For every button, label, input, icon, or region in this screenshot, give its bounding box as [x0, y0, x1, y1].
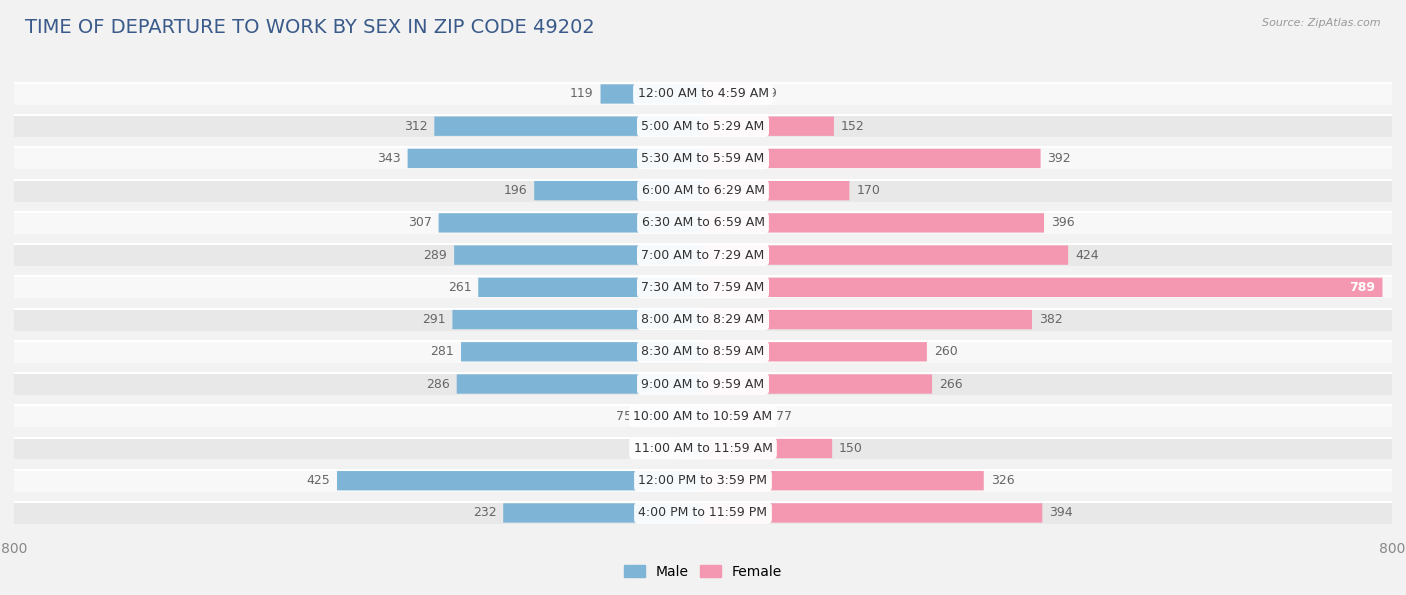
FancyBboxPatch shape	[461, 342, 703, 361]
Text: 8:30 AM to 8:59 AM: 8:30 AM to 8:59 AM	[641, 345, 765, 358]
FancyBboxPatch shape	[703, 213, 1045, 233]
Text: 170: 170	[856, 184, 880, 197]
FancyBboxPatch shape	[703, 84, 754, 104]
Text: 196: 196	[503, 184, 527, 197]
Text: 6:00 AM to 6:29 AM: 6:00 AM to 6:29 AM	[641, 184, 765, 197]
Text: 4:00 PM to 11:59 PM: 4:00 PM to 11:59 PM	[638, 506, 768, 519]
Text: 396: 396	[1050, 217, 1074, 230]
Text: 394: 394	[1049, 506, 1073, 519]
Bar	[14, 309, 1392, 330]
Text: 307: 307	[408, 217, 432, 230]
FancyBboxPatch shape	[534, 181, 703, 201]
FancyBboxPatch shape	[703, 310, 1032, 329]
FancyBboxPatch shape	[678, 439, 703, 458]
Text: 260: 260	[934, 345, 957, 358]
FancyBboxPatch shape	[703, 406, 769, 426]
Legend: Male, Female: Male, Female	[619, 559, 787, 584]
Text: 12:00 AM to 4:59 AM: 12:00 AM to 4:59 AM	[637, 87, 769, 101]
Text: 286: 286	[426, 377, 450, 390]
Text: 8:00 AM to 8:29 AM: 8:00 AM to 8:29 AM	[641, 313, 765, 326]
Text: 7:00 AM to 7:29 AM: 7:00 AM to 7:29 AM	[641, 249, 765, 262]
FancyBboxPatch shape	[638, 406, 703, 426]
FancyBboxPatch shape	[703, 471, 984, 490]
FancyBboxPatch shape	[434, 117, 703, 136]
Text: Source: ZipAtlas.com: Source: ZipAtlas.com	[1263, 18, 1381, 28]
FancyBboxPatch shape	[703, 342, 927, 361]
Bar	[14, 437, 1392, 459]
Text: 7:30 AM to 7:59 AM: 7:30 AM to 7:59 AM	[641, 281, 765, 294]
Bar	[14, 83, 1392, 105]
Text: 9:00 AM to 9:59 AM: 9:00 AM to 9:59 AM	[641, 377, 765, 390]
Text: 425: 425	[307, 474, 330, 487]
Text: 261: 261	[447, 281, 471, 294]
Bar	[14, 148, 1392, 170]
FancyBboxPatch shape	[408, 149, 703, 168]
Text: 119: 119	[569, 87, 593, 101]
Text: 5:00 AM to 5:29 AM: 5:00 AM to 5:29 AM	[641, 120, 765, 133]
Text: 312: 312	[404, 120, 427, 133]
FancyBboxPatch shape	[703, 117, 834, 136]
FancyBboxPatch shape	[337, 471, 703, 490]
FancyBboxPatch shape	[453, 310, 703, 329]
Text: 326: 326	[991, 474, 1014, 487]
FancyBboxPatch shape	[600, 84, 703, 104]
FancyBboxPatch shape	[503, 503, 703, 522]
FancyBboxPatch shape	[703, 149, 1040, 168]
Text: 382: 382	[1039, 313, 1063, 326]
Bar	[14, 244, 1392, 266]
Text: 232: 232	[472, 506, 496, 519]
FancyBboxPatch shape	[478, 278, 703, 297]
Text: 291: 291	[422, 313, 446, 326]
Bar	[14, 212, 1392, 234]
Text: 77: 77	[776, 410, 792, 423]
FancyBboxPatch shape	[703, 278, 1382, 297]
Text: 424: 424	[1076, 249, 1098, 262]
FancyBboxPatch shape	[703, 439, 832, 458]
Text: 12:00 PM to 3:59 PM: 12:00 PM to 3:59 PM	[638, 474, 768, 487]
Bar	[14, 405, 1392, 427]
Bar	[14, 115, 1392, 137]
Text: 266: 266	[939, 377, 963, 390]
FancyBboxPatch shape	[703, 181, 849, 201]
FancyBboxPatch shape	[703, 374, 932, 394]
Text: 289: 289	[423, 249, 447, 262]
Bar	[14, 373, 1392, 395]
FancyBboxPatch shape	[703, 503, 1042, 522]
FancyBboxPatch shape	[439, 213, 703, 233]
Text: 789: 789	[1350, 281, 1375, 294]
Text: TIME OF DEPARTURE TO WORK BY SEX IN ZIP CODE 49202: TIME OF DEPARTURE TO WORK BY SEX IN ZIP …	[25, 18, 595, 37]
Text: 29: 29	[655, 442, 671, 455]
Text: 281: 281	[430, 345, 454, 358]
FancyBboxPatch shape	[454, 245, 703, 265]
Text: 10:00 AM to 10:59 AM: 10:00 AM to 10:59 AM	[634, 410, 772, 423]
Text: 75: 75	[616, 410, 631, 423]
Bar	[14, 276, 1392, 298]
FancyBboxPatch shape	[703, 245, 1069, 265]
Text: 6:30 AM to 6:59 AM: 6:30 AM to 6:59 AM	[641, 217, 765, 230]
Bar	[14, 470, 1392, 491]
Text: 150: 150	[839, 442, 863, 455]
Text: 59: 59	[761, 87, 776, 101]
Bar	[14, 502, 1392, 524]
FancyBboxPatch shape	[457, 374, 703, 394]
Bar	[14, 341, 1392, 363]
Text: 152: 152	[841, 120, 865, 133]
Text: 343: 343	[377, 152, 401, 165]
Bar	[14, 180, 1392, 202]
Text: 392: 392	[1047, 152, 1071, 165]
Text: 11:00 AM to 11:59 AM: 11:00 AM to 11:59 AM	[634, 442, 772, 455]
Text: 5:30 AM to 5:59 AM: 5:30 AM to 5:59 AM	[641, 152, 765, 165]
